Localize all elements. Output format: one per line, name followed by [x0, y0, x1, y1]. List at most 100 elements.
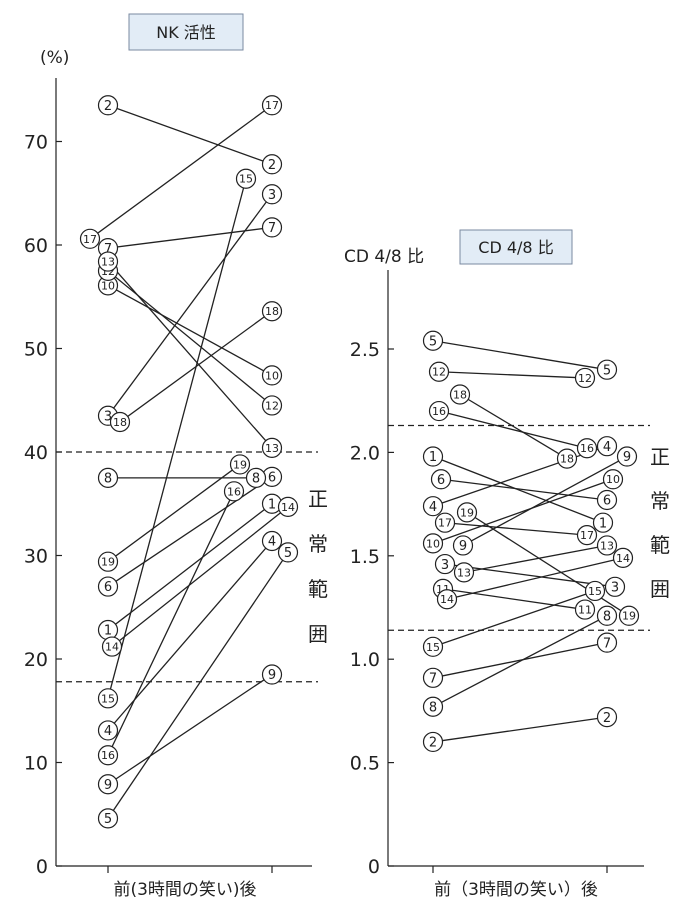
normal-range-label-char: 囲: [308, 622, 328, 646]
point-marker-13-pre: 13: [453, 562, 475, 583]
series-line-11: [442, 588, 586, 611]
point-marker-13-post: 13: [596, 535, 618, 556]
point-marker-7-post: 7: [261, 217, 283, 238]
point-marker-16-post: 16: [223, 481, 245, 502]
point-label: 6: [104, 580, 112, 595]
normal-range-label-char: 正: [308, 487, 328, 511]
point-label: 17: [438, 517, 452, 530]
point-label: 18: [453, 388, 467, 401]
point-marker-1-pre: 1: [422, 446, 444, 467]
point-marker-15-pre: 15: [97, 688, 119, 709]
y-tick-label: 1.5: [350, 546, 380, 568]
point-circle: [277, 542, 299, 563]
point-label: 15: [426, 641, 440, 654]
point-circle: [97, 467, 119, 488]
point-label: 13: [600, 539, 614, 552]
point-label: 3: [441, 558, 449, 573]
point-marker-19-pre: 19: [97, 551, 119, 572]
point-circle: [261, 365, 283, 386]
point-marker-7-post: 7: [596, 632, 618, 653]
point-marker-7-pre: 7: [422, 667, 444, 688]
point-circle: [428, 361, 450, 382]
point-marker-9-post: 9: [616, 446, 638, 467]
point-circle: [436, 589, 458, 610]
point-circle: [261, 530, 283, 552]
point-circle: [596, 436, 618, 457]
series-line-8: [432, 615, 608, 708]
point-label: 15: [588, 585, 602, 598]
point-circle: [422, 696, 444, 717]
point-circle: [602, 469, 624, 490]
point-circle: [97, 720, 119, 741]
point-label: 14: [105, 641, 119, 654]
point-marker-10-post: 10: [261, 365, 283, 386]
point-circle: [261, 395, 283, 416]
series-line-19: [466, 511, 630, 617]
point-marker-10-pre: 10: [422, 533, 444, 554]
point-circle: [97, 745, 119, 766]
point-marker-14-post: 14: [612, 547, 634, 568]
point-marker-18-post: 18: [261, 301, 283, 322]
point-marker-16-pre: 16: [428, 400, 450, 422]
point-marker-17-pre: 17: [434, 512, 456, 533]
point-circle: [618, 605, 640, 626]
normal-range-label-char: 常: [650, 489, 670, 513]
chart-title-box: [128, 13, 244, 51]
point-marker-14-pre: 14: [101, 636, 123, 657]
point-circle: [428, 400, 450, 422]
point-marker-10-pre: 10: [97, 275, 119, 296]
point-marker-2-post: 2: [596, 707, 618, 728]
point-label: 13: [265, 442, 279, 455]
normal-range-label-char: 囲: [650, 577, 670, 601]
point-label: 14: [281, 501, 295, 514]
point-label: 5: [429, 334, 437, 349]
point-marker-17-post: 17: [576, 525, 598, 546]
point-marker-6-post: 6: [596, 489, 618, 511]
point-marker-12-post: 12: [574, 367, 596, 389]
point-marker-2-post: 2: [261, 154, 283, 175]
point-circle: [261, 184, 283, 205]
point-label: 18: [265, 305, 279, 318]
point-label: 5: [603, 363, 611, 378]
chart-title: CD 4/8 比: [478, 238, 553, 257]
point-label: 16: [432, 405, 446, 418]
point-label: 4: [429, 500, 437, 515]
normal-range-label-char: 常: [308, 532, 328, 556]
point-label: 9: [104, 778, 112, 793]
point-label: 16: [580, 442, 594, 455]
point-circle: [97, 251, 119, 272]
point-marker-9-pre: 9: [452, 535, 474, 556]
point-marker-4-pre: 4: [97, 720, 119, 741]
point-label: 7: [268, 221, 276, 236]
point-label: 17: [580, 529, 594, 542]
point-marker-19-post: 19: [618, 605, 640, 626]
series-line-16: [438, 410, 588, 449]
series-line-15: [432, 590, 596, 648]
y-tick-label: 20: [24, 649, 48, 671]
point-label: 9: [623, 450, 631, 465]
chart-panel-2: CD 4/8 比 CD 4/8 比 0 0.5 1.0 1.5 2.0 2.5 前（3時間の笑い…: [344, 229, 670, 900]
point-circle: [596, 707, 618, 728]
series-line-7: [107, 226, 273, 249]
point-label: 15: [101, 692, 115, 705]
series-line-15: [107, 178, 247, 699]
point-circle: [449, 384, 471, 405]
point-label: 6: [437, 473, 445, 488]
point-circle: [245, 467, 267, 488]
series-line-5: [432, 340, 608, 371]
chart-title-box: [459, 229, 573, 265]
y-tick-label: 0: [368, 856, 380, 878]
point-marker-8-pre: 8: [422, 696, 444, 717]
series-line-18: [459, 393, 568, 460]
point-marker-8-post: 8: [245, 467, 267, 488]
point-circle: [430, 469, 452, 490]
normal-range-label-char: 範: [308, 577, 328, 601]
point-circle: [261, 664, 283, 685]
y-tick-label: 60: [24, 235, 48, 257]
point-marker-5-pre: 5: [422, 330, 444, 351]
point-label: 19: [622, 610, 636, 623]
series-line-13: [107, 261, 273, 449]
point-circle: [97, 576, 119, 597]
point-circle: [277, 496, 299, 517]
point-marker-3-post: 3: [261, 184, 283, 205]
